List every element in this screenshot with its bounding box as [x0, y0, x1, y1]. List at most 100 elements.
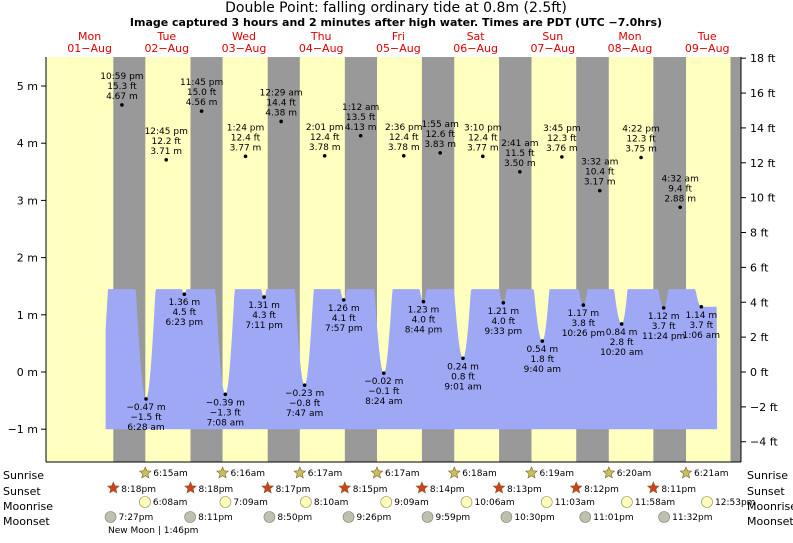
- extreme-label: 2:41 am: [501, 139, 538, 149]
- right-tick-label: 0 ft: [750, 366, 769, 379]
- extreme-label: 4.56 m: [186, 98, 218, 108]
- moonrise-time: 11:58am: [635, 498, 675, 508]
- sunset-star-icon: [492, 481, 506, 494]
- day-name: Mon: [78, 30, 101, 43]
- extreme-label: −0.8 ft: [289, 399, 321, 409]
- extreme-label: 12.3 ft: [626, 135, 656, 145]
- extreme-dot: [501, 300, 506, 305]
- extreme-label: 4.5 ft: [172, 308, 196, 318]
- day-name: Sat: [467, 30, 486, 43]
- moonrise-moon-icon: [540, 496, 553, 508]
- extreme-label: 10.4 ft: [585, 168, 615, 178]
- extreme-label: 3.76 m: [546, 144, 578, 154]
- extreme-label: 12.4 ft: [389, 133, 419, 143]
- chart-title: Double Point: falling ordinary tide at 0…: [225, 0, 567, 16]
- extreme-label: 11.5 ft: [505, 149, 535, 159]
- moonrise-moon-icon: [621, 496, 633, 508]
- day-date: 09−Aug: [685, 42, 730, 55]
- right-tick-label: −2 ft: [750, 401, 778, 414]
- extreme-label: 4.0 ft: [491, 317, 515, 327]
- sunset-star-icon: [415, 481, 429, 494]
- moonrise-time: 9:09am: [394, 498, 429, 508]
- extreme-label: 4.3 ft: [252, 311, 276, 321]
- extreme-dot: [382, 371, 386, 375]
- extreme-label: −1.3 ft: [210, 408, 242, 418]
- moonset-time: 10:30pm: [514, 513, 554, 523]
- extreme-label: 0.24 m: [447, 362, 479, 372]
- extreme-dot: [461, 356, 465, 361]
- right-tick-label: 4 ft: [750, 296, 769, 309]
- extreme-dot: [639, 155, 643, 160]
- extreme-label: 3.77 m: [467, 143, 499, 153]
- extreme-dot: [262, 295, 266, 299]
- extreme-label: 4:32 am: [661, 174, 698, 184]
- extreme-label: 4.13 m: [345, 123, 377, 133]
- right-tick-label: 6 ft: [750, 261, 769, 274]
- left-tick-label: 4 m: [17, 137, 38, 150]
- extreme-label: 8:24 am: [365, 397, 402, 407]
- right-tick-label: 16 ft: [750, 87, 776, 100]
- sunrise-time: 6:18am: [462, 469, 497, 479]
- extreme-dot: [243, 154, 248, 159]
- moonset-time: 9:26pm: [357, 513, 392, 523]
- sunrise-row-label-right: Sunrise: [747, 469, 788, 482]
- sunset-star-icon: [261, 481, 275, 494]
- moonset-row-label-right: Moonset: [747, 515, 793, 528]
- sunrise-star-icon: [216, 466, 230, 479]
- extreme-dot: [341, 298, 346, 302]
- extreme-label: 0.54 m: [526, 345, 558, 355]
- extreme-label: 6:28 am: [127, 423, 164, 433]
- moonrise-moon-icon: [300, 496, 312, 508]
- extreme-label: 11:24 pm: [642, 332, 685, 342]
- extreme-label: 4.0 ft: [412, 316, 436, 326]
- extreme-label: 1:24 pm: [227, 123, 265, 133]
- extreme-label: 1.23 m: [408, 306, 440, 316]
- day-name: Mon: [618, 30, 641, 43]
- sunset-time: 8:12pm: [584, 485, 619, 495]
- extreme-label: 3.77 m: [230, 143, 262, 153]
- day-date: 01−Aug: [67, 42, 112, 55]
- y-axis-ticks: −1 m 0 m 1 m 2 m 3 m 4 m 5 m −4 ft −2 ft 0 ft 2 ft…: [8, 52, 779, 449]
- extreme-dot: [480, 154, 485, 159]
- extreme-dot: [182, 292, 187, 297]
- moonset-moon-icon: [104, 511, 117, 523]
- extreme-label: 1.12 m: [648, 312, 680, 322]
- moonrise-moon-icon: [460, 496, 473, 508]
- moonrise-time: 12:53pm: [715, 498, 755, 508]
- extreme-dot: [164, 157, 169, 162]
- extreme-dot: [619, 322, 624, 326]
- sunrise-row-label-left: Sunrise: [3, 469, 44, 482]
- left-tick-label: 2 m: [17, 252, 38, 265]
- extreme-label: 3.78 m: [388, 143, 420, 153]
- sunset-star-icon: [646, 481, 660, 494]
- extreme-dot: [678, 205, 682, 210]
- chart-subtitle: Image captured 3 hours and 2 minutes aft…: [130, 16, 662, 29]
- extreme-dot: [438, 151, 442, 155]
- sunset-star-icon: [338, 481, 352, 494]
- extreme-label: 3:32 am: [581, 158, 618, 168]
- left-tick-label: 1 m: [17, 309, 38, 322]
- extreme-label: 3.7 ft: [689, 321, 713, 331]
- moonrise-time: 8:10am: [314, 498, 349, 508]
- extreme-label: 2:01 pm: [306, 123, 344, 133]
- extreme-dot: [421, 299, 426, 304]
- moonset-time: 8:11pm: [198, 513, 233, 523]
- extreme-label: 4:22 pm: [622, 125, 660, 135]
- extreme-label: 4.1 ft: [332, 314, 356, 324]
- moonset-moon-icon: [263, 511, 276, 523]
- extreme-dot: [279, 119, 283, 124]
- night-band: [730, 57, 741, 462]
- extreme-label: 1.36 m: [168, 298, 200, 308]
- moonset-moon-icon: [500, 511, 513, 523]
- sunrise-time: 6:15am: [153, 469, 188, 479]
- extreme-label: 15.0 ft: [187, 88, 217, 98]
- right-tick-label: 12 ft: [750, 157, 776, 170]
- extreme-label: 12.4 ft: [231, 133, 261, 143]
- extreme-label: 0.84 m: [606, 328, 638, 338]
- extreme-label: 7:08 am: [207, 418, 244, 428]
- extreme-label: 0.8 ft: [451, 372, 475, 382]
- extreme-label: 12:29 am: [260, 88, 303, 98]
- sunset-time: 8:18pm: [121, 485, 156, 495]
- day-date: 08−Aug: [608, 42, 653, 55]
- right-tick-label: 2 ft: [750, 331, 769, 344]
